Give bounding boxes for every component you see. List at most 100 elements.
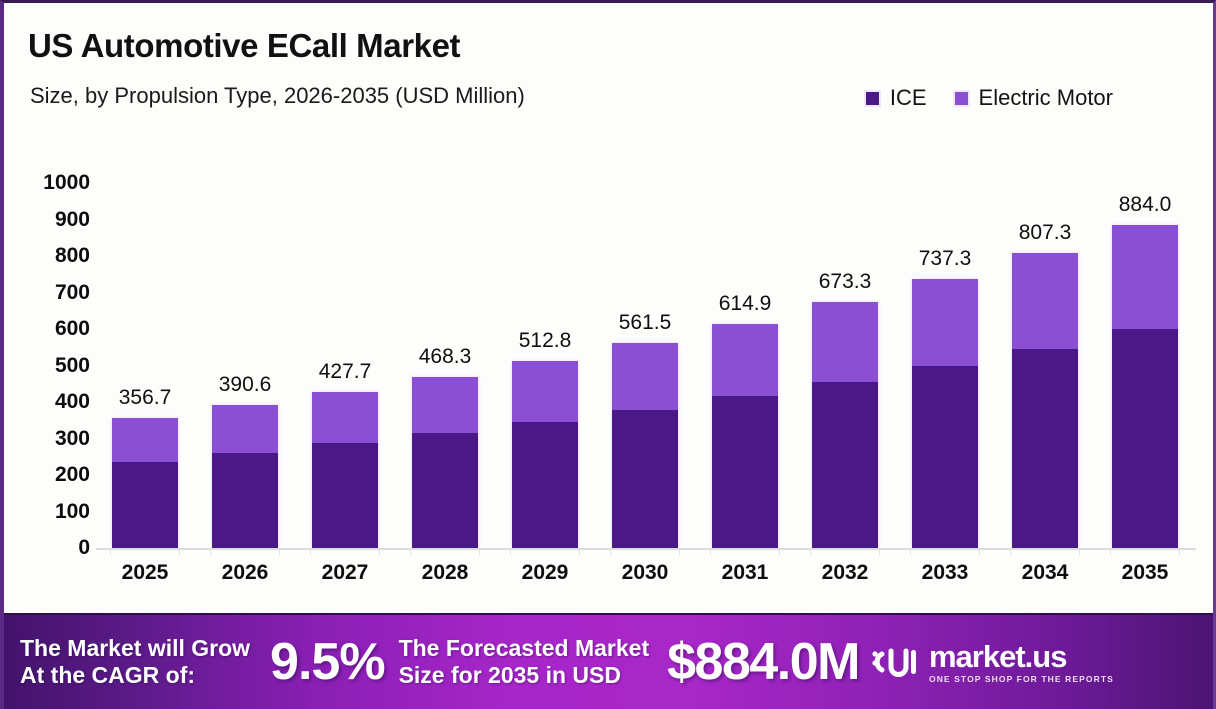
y-axis-tick-label: 700 [54,280,90,304]
bar-segment-electric-motor[interactable] [512,360,578,423]
bar-segment-electric-motor[interactable] [112,417,178,463]
bar-segment-electric-motor[interactable] [812,302,878,382]
bar-segment-electric-motor[interactable] [1112,225,1178,329]
y-axis-tick-label: 100 [54,499,90,523]
page-title: US Automotive ECall Market [28,27,461,64]
bar-stack[interactable] [912,278,978,548]
bar-data-label: 673.3 [818,270,872,294]
bar-group[interactable]: 356.7 [106,183,184,555]
y-axis-tick-label: 0 [78,536,90,559]
bar-series: 356.7 390.6 427.7 468.3 512.8 561.5 614.9 673.3… [96,183,1194,555]
bar-group[interactable]: 884.0 [1106,183,1184,555]
legend-label-ice: ICE [889,85,927,110]
bar-segment-electric-motor[interactable] [912,278,978,367]
x-axis-tick [379,549,380,555]
forecast-label-line2: Size for 2035 in USD [398,662,621,688]
x-axis-tick-label: 2031 [721,561,769,584]
legend-swatch-electric-motor [952,89,970,107]
bar-stack[interactable] [812,302,878,548]
bar-stack[interactable] [112,417,178,548]
bar-segment-electric-motor[interactable] [412,377,478,434]
bar-group[interactable]: 390.6 [206,183,284,555]
bar-data-label: 390.6 [218,373,272,397]
x-axis-tick-label: 2025 [121,561,169,584]
y-axis-tick-label: 400 [54,390,90,413]
x-axis-tick-label: 2032 [821,561,869,584]
bar-group[interactable]: 512.8 [506,183,584,555]
x-axis-tick [879,549,880,555]
bar-group[interactable]: 468.3 [406,183,484,555]
x-axis-tick [110,549,111,555]
x-axis-tick [479,549,480,555]
x-axis-tick [279,549,280,555]
x-axis-tick [610,549,611,555]
x-axis-tick-label: 2029 [521,561,569,584]
y-axis-tick-label: 300 [54,426,90,450]
bar-data-label: 884.0 [1118,193,1172,217]
bar-group[interactable]: 614.9 [706,183,784,555]
bar-segment-ice[interactable] [412,433,478,548]
plot-area: 356.7 390.6 427.7 468.3 512.8 561.5 614.9 673.3… [96,183,1194,555]
bar-group[interactable]: 807.3 [1006,183,1084,555]
bar-segment-electric-motor[interactable] [1012,253,1078,349]
bar-segment-ice[interactable] [212,453,278,548]
x-axis-tick [1110,549,1111,555]
bar-data-label: 427.7 [318,359,372,383]
x-axis-tick [1010,549,1011,555]
bar-data-label: 561.5 [618,311,672,335]
bar-data-label: 807.3 [1018,221,1072,245]
bar-segment-ice[interactable] [612,409,678,548]
x-axis-tick-label: 2026 [221,561,269,584]
bar-group[interactable]: 673.3 [806,183,884,555]
bar-segment-ice[interactable] [812,381,878,548]
bar-stack[interactable] [512,360,578,548]
cagr-label: The Market will Grow At the CAGR of: [20,635,250,688]
logo-name: market.us [928,638,1067,674]
legend-item-electric-motor: Electric Motor [952,85,1113,111]
cagr-label-line2: At the CAGR of: [20,662,196,688]
bar-stack[interactable] [612,343,678,548]
x-axis-tick [1079,549,1080,555]
bar-stack[interactable] [212,405,278,548]
y-axis-tick-label: 900 [54,207,90,231]
y-axis-tick-label: 200 [54,463,90,486]
bar-data-label: 737.3 [918,246,972,270]
bar-segment-ice[interactable] [1012,348,1078,548]
bar-stack[interactable] [412,377,478,548]
x-axis-tick [679,549,680,555]
bar-group[interactable]: 737.3 [906,183,984,555]
bar-segment-ice[interactable] [512,422,578,548]
forecast-label-line1: The Forecasted Market [398,635,650,662]
forecast-label: The Forecasted Market Size for 2035 in U… [399,635,650,688]
bar-segment-ice[interactable] [312,443,378,548]
bar-stack[interactable] [1112,225,1178,548]
bar-stack[interactable] [712,323,778,548]
logo-tagline: ONE STOP SHOP FOR THE REPORTS [928,673,1114,684]
x-axis-tick [210,549,211,555]
bar-segment-ice[interactable] [912,366,978,548]
x-axis-tick-label: 2033 [921,561,969,584]
bar-stack[interactable] [312,391,378,548]
x-axis-tick [910,549,911,555]
bar-data-label: 356.7 [118,385,172,409]
bar-segment-ice[interactable] [1112,329,1178,548]
bar-group[interactable]: 561.5 [606,183,684,555]
chart-legend: ICE Electric Motor [863,85,1113,111]
x-axis-labels: 2025 2026 2027 2028 2029 2030 2031 2032 2033 2034… [96,561,1194,595]
bar-segment-electric-motor[interactable] [612,343,678,410]
chart-header: US Automotive ECall Market Size, by Prop… [4,3,1213,133]
bar-segment-ice[interactable] [712,396,778,548]
bar-segment-ice[interactable] [112,462,178,548]
bar-segment-electric-motor[interactable] [312,391,378,444]
bar-stack[interactable] [1012,253,1078,548]
x-axis-tick [310,549,311,555]
legend-label-electric-motor: Electric Motor [978,85,1113,110]
x-axis-tick [510,549,511,555]
bar-segment-electric-motor[interactable] [712,323,778,397]
legend-swatch-ice [863,89,881,107]
bar-segment-electric-motor[interactable] [212,405,278,454]
forecast-value: $884.0M [667,633,860,691]
x-axis-tick [810,549,811,555]
x-axis-tick [179,549,180,555]
bar-group[interactable]: 427.7 [306,183,384,555]
